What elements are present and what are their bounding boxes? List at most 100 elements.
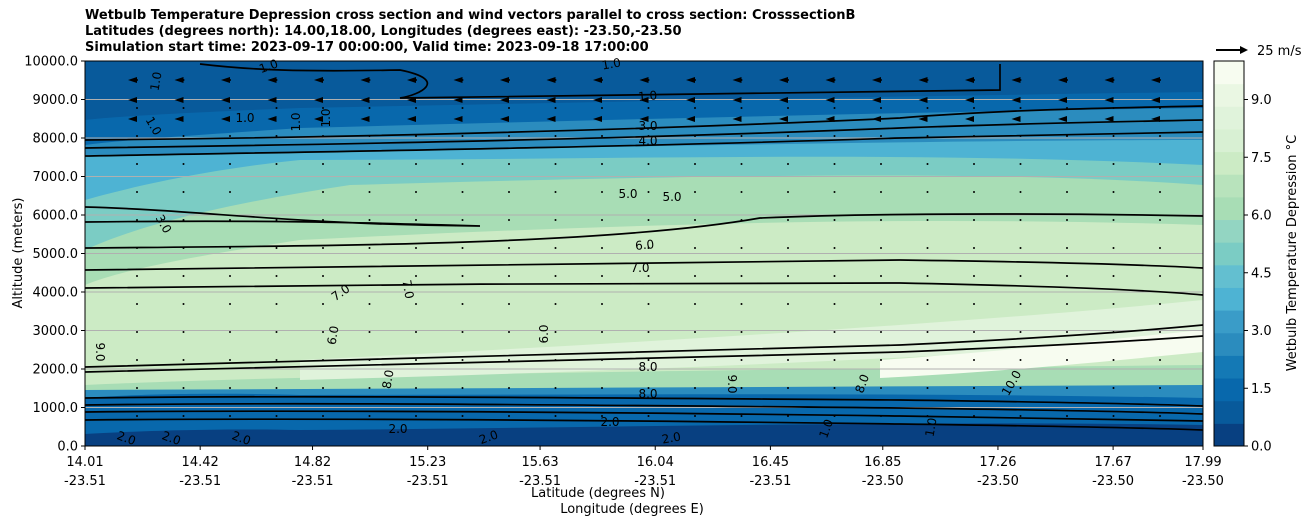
wind-vector-dot: [1066, 135, 1068, 137]
wind-vector-layer: [128, 77, 1161, 417]
contour-line-14: [199, 63, 1001, 99]
contour-label: 5.0: [662, 190, 681, 204]
wind-vector-dot: [368, 163, 371, 165]
wind-vector-dot: [415, 107, 417, 109]
contour-label: 9.0: [725, 374, 739, 393]
wind-vector-dot: [1019, 275, 1022, 277]
wind-vector-arrow: [1011, 116, 1021, 122]
contour-label: 1.0: [235, 111, 254, 125]
contour-label: 7.0: [630, 261, 649, 275]
contour-line-layer: [85, 63, 1203, 431]
wind-vector-arrow: [128, 97, 137, 103]
wind-vector-dot: [461, 135, 464, 137]
contour-label: 8.0: [638, 360, 657, 374]
wind-vector-arrow: [918, 97, 928, 103]
wind-vector-dot: [182, 303, 185, 305]
y-tick-label: 5000.0: [33, 247, 79, 262]
x-tick-label-lat: 16.85: [864, 455, 901, 470]
wind-vector-dot: [136, 191, 138, 193]
wind-vector-dot: [554, 331, 557, 333]
wind-vector-dot: [833, 359, 836, 361]
wind-vector-dot: [1066, 415, 1068, 417]
wind-vector-dot: [647, 415, 650, 417]
wind-vector-dot: [136, 247, 138, 249]
wind-vector-arrow: [593, 97, 602, 103]
wind-vector-dot: [601, 191, 603, 193]
y-tick-label: 10000.0: [24, 55, 78, 70]
wind-vector-dot: [647, 359, 650, 361]
wind-vector-arrow: [686, 116, 695, 122]
wind-vector-dot: [740, 387, 743, 389]
wind-vector-dot: [1159, 331, 1161, 333]
chart-title-line-3: Simulation start time: 2023-09-17 00:00:…: [85, 40, 649, 55]
wind-vector-arrow: [360, 77, 370, 83]
contour-label: 1.0: [148, 71, 165, 92]
wind-vector-dot: [787, 107, 789, 109]
wind-vector-dot: [136, 219, 138, 221]
wind-vector-dot: [1159, 135, 1161, 137]
wind-vector-dot: [461, 387, 464, 389]
wind-vector-dot: [322, 219, 324, 221]
wind-vector-dot: [275, 275, 278, 277]
wind-vector-dot: [833, 135, 836, 137]
wind-vector-dot: [973, 191, 975, 193]
contour-label: 2.0: [160, 428, 183, 448]
wind-vector-dot: [1159, 275, 1161, 277]
wind-vector-arrow: [872, 97, 881, 103]
wind-vector-dot: [694, 219, 696, 221]
wind-vector-arrow: [500, 97, 509, 103]
wind-vector-dot: [182, 219, 185, 221]
wind-vector-arrow: [639, 77, 649, 83]
wind-vector-dot: [415, 275, 417, 277]
wind-vector-dot: [508, 387, 510, 389]
wind-vector-dot: [1112, 303, 1115, 305]
x-tick-label-lon: -23.51: [64, 474, 106, 489]
wind-vector-dot: [1066, 247, 1068, 249]
wind-vector-arrow: [593, 77, 602, 83]
quiver-key: 25 m/s: [1216, 44, 1302, 59]
wind-vector-dot: [1066, 191, 1068, 193]
wind-vector-dot: [136, 387, 138, 389]
contour-label: 8.0: [852, 372, 872, 395]
wind-vector-dot: [275, 247, 278, 249]
wind-vector-arrow: [779, 97, 788, 103]
wind-vector-dot: [461, 163, 464, 165]
wind-vector-dot: [554, 191, 557, 193]
wind-vector-dot: [601, 415, 603, 417]
wind-vector-dot: [694, 331, 696, 333]
wind-vector-dot: [1112, 247, 1115, 249]
colorbar-tick-label: 6.0: [1251, 209, 1272, 224]
wind-vector-arrow: [686, 77, 695, 83]
x-axis-label-line-2: Longitude (degrees E): [560, 502, 704, 517]
wind-vector-dot: [694, 359, 696, 361]
wind-vector-dot: [833, 415, 836, 417]
wind-vector-dot: [368, 415, 371, 417]
wind-vector-dot: [508, 331, 510, 333]
colorbar-segment: [1214, 174, 1244, 198]
wind-vector-dot: [833, 303, 836, 305]
wind-vector-dot: [647, 163, 650, 165]
wind-vector-dot: [601, 219, 603, 221]
wind-vector-dot: [554, 219, 557, 221]
wind-vector-arrow: [1151, 97, 1160, 103]
colorbar-segment: [1214, 196, 1244, 221]
wind-vector-dot: [1112, 135, 1115, 137]
y-tick-label: 0.0: [57, 440, 78, 455]
wind-vector-dot: [182, 415, 185, 417]
wind-vector-arrow: [453, 97, 463, 103]
wind-vector-arrow: [779, 116, 788, 122]
wind-vector-dot: [926, 359, 929, 361]
wind-vector-dot: [368, 331, 371, 333]
wind-vector-dot: [973, 415, 975, 417]
wind-vector-dot: [182, 387, 185, 389]
wind-vector-dot: [1112, 163, 1115, 165]
wind-vector-dot: [787, 191, 789, 193]
wind-vector-dot: [508, 135, 510, 137]
wind-vector-dot: [508, 303, 510, 305]
wind-vector-dot: [833, 163, 836, 165]
contour-line-7: [85, 281, 1203, 296]
wind-vector-dot: [554, 275, 557, 277]
wind-vector-dot: [1112, 331, 1115, 333]
contour-line-13: [85, 418, 1203, 431]
